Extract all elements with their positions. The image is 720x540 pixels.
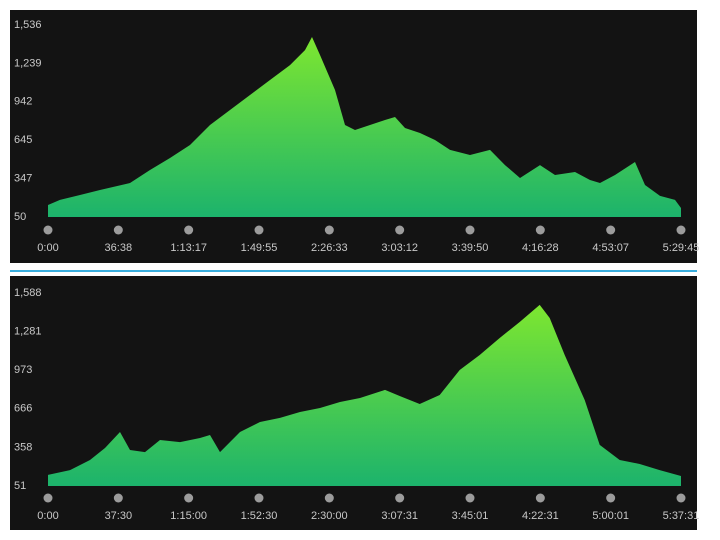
x-tick-label: 1:15:00	[170, 510, 207, 522]
x-tick-dot	[535, 493, 545, 503]
x-tick-dot	[184, 493, 194, 503]
x-tick-dot	[113, 225, 123, 235]
y-tick-label: 1,281	[14, 325, 42, 337]
elevation-area	[48, 304, 681, 486]
x-tick-label: 0:00	[37, 510, 58, 522]
y-tick-label: 666	[14, 403, 32, 415]
x-tick-dot	[113, 493, 123, 503]
x-tick-label: 5:37:31	[663, 510, 700, 522]
y-tick-label: 347	[14, 173, 32, 185]
y-tick-label: 1,239	[14, 57, 42, 69]
x-tick-dot	[184, 225, 194, 235]
y-tick-label: 942	[14, 96, 32, 108]
x-tick-dot	[606, 493, 616, 503]
x-tick-dot	[43, 493, 53, 503]
x-tick-label: 5:00:01	[592, 510, 629, 522]
x-tick-label: 1:13:17	[170, 242, 207, 254]
x-tick-label: 3:39:50	[452, 242, 489, 254]
x-tick-dot	[395, 225, 405, 235]
x-tick-dot	[465, 225, 475, 235]
x-tick-dot	[254, 493, 264, 503]
y-tick-label: 51	[14, 480, 26, 492]
x-tick-dot	[395, 493, 405, 503]
x-tick-label: 37:30	[105, 510, 133, 522]
x-tick-label: 2:30:00	[311, 510, 348, 522]
x-tick-dot	[465, 493, 475, 503]
x-tick-dot	[606, 225, 616, 235]
x-tick-label: 4:16:28	[522, 242, 559, 254]
x-tick-label: 3:03:12	[381, 242, 418, 254]
y-tick-label: 50	[14, 211, 26, 223]
y-tick-label: 1,588	[14, 287, 42, 299]
x-tick-label: 5:29:45	[663, 242, 700, 254]
x-tick-label: 4:22:31	[522, 510, 559, 522]
y-tick-label: 645	[14, 134, 32, 146]
x-tick-dot	[254, 225, 264, 235]
x-tick-label: 36:38	[105, 242, 133, 254]
x-tick-dot	[535, 225, 545, 235]
y-tick-label: 973	[14, 364, 32, 376]
x-tick-label: 1:52:30	[241, 510, 278, 522]
x-tick-label: 1:49:55	[241, 242, 278, 254]
x-tick-dot	[43, 225, 53, 235]
x-tick-label: 4:53:07	[592, 242, 629, 254]
x-tick-label: 0:00	[37, 242, 58, 254]
x-tick-dot	[324, 493, 334, 503]
x-tick-label: 3:45:01	[452, 510, 489, 522]
x-tick-label: 2:26:33	[311, 242, 348, 254]
elevation-area	[48, 37, 681, 217]
x-tick-dot	[324, 225, 334, 235]
y-tick-label: 1,536	[14, 19, 42, 31]
x-tick-dot	[676, 225, 686, 235]
x-tick-label: 3:07:31	[381, 510, 418, 522]
x-tick-dot	[676, 493, 686, 503]
y-tick-label: 358	[14, 441, 32, 453]
